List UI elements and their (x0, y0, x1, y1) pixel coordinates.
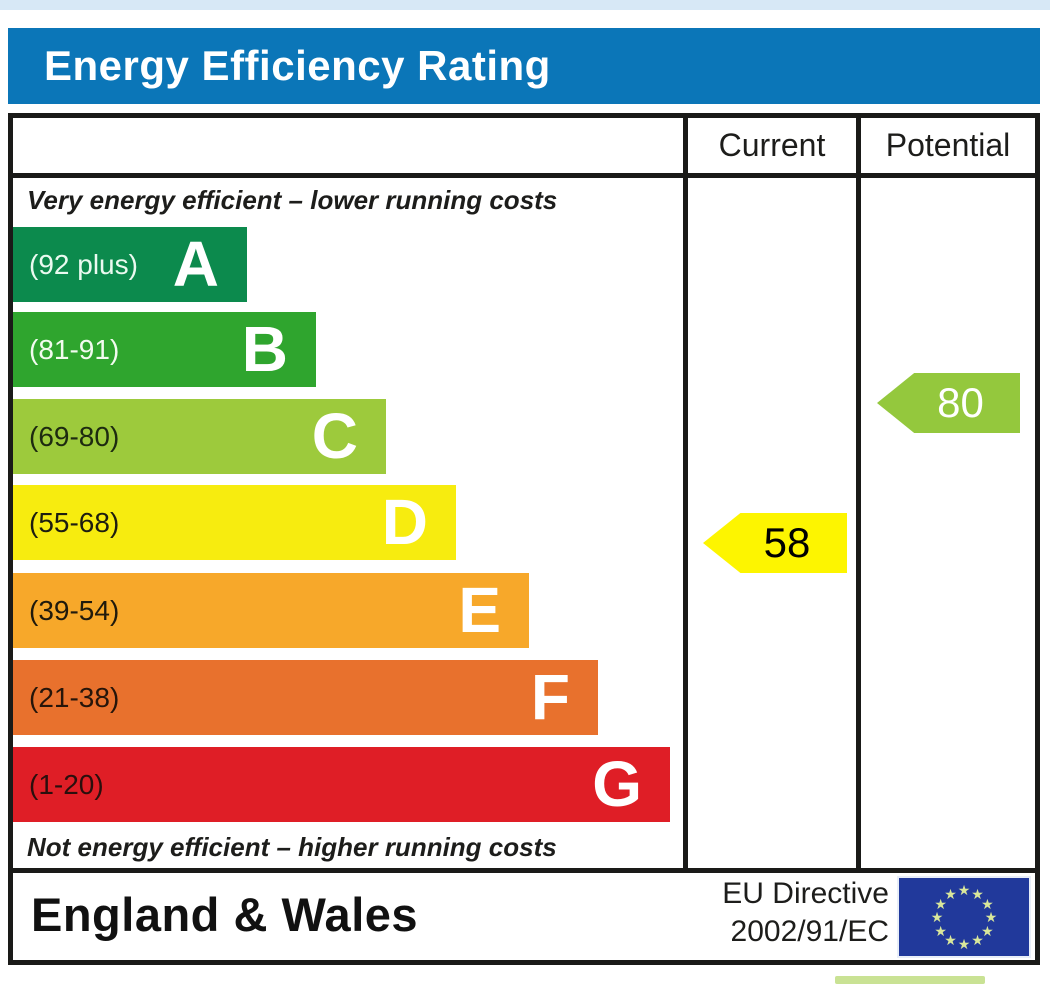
eu-flag-star-icon: ★ (957, 882, 971, 898)
band-letter: E (458, 574, 501, 646)
chart-title-bar: Energy Efficiency Rating (8, 28, 1040, 104)
eu-flag-star-icon: ★ (944, 885, 957, 902)
band-letter: A (172, 228, 219, 300)
column-header-current: Current (718, 127, 826, 163)
header-row-divider (13, 173, 1035, 178)
rating-band-g: (1-20) G (13, 747, 670, 822)
band-range-label: (55-68) (29, 506, 120, 538)
eu-flag-star-icon: ★ (971, 885, 984, 902)
band-letter: C (311, 400, 358, 472)
band-range-label: (92 plus) (29, 248, 138, 280)
rating-band-b: (81-91) B (13, 312, 316, 387)
band-letter: D (381, 486, 428, 558)
eu-flag-icon: ★ ★ ★ ★ ★ ★ ★ ★ ★ ★ ★ ★ (897, 876, 1031, 958)
band-range-label: (81-91) (29, 333, 120, 365)
rating-band-c: (69-80) C (13, 399, 386, 474)
rating-table: Current Potential Very energy efficient … (8, 113, 1040, 965)
rating-band-a: (92 plus) A (13, 227, 247, 302)
eu-directive-line1: EU Directive (722, 877, 889, 910)
page-title: Energy Efficiency Rating (44, 42, 551, 89)
eu-flag-star-icon: ★ (981, 922, 994, 939)
current-rating-value: 58 (763, 519, 811, 566)
column-header-potential: Potential (885, 127, 1011, 163)
current-rating-arrow: 58 (703, 513, 847, 573)
band-range-label: (39-54) (29, 594, 120, 626)
band-range-label: (1-20) (29, 768, 104, 800)
potential-rating-arrow: 80 (877, 373, 1020, 433)
eu-directive-line2: 2002/91/EC (730, 915, 889, 948)
rating-band-f: (21-38) F (13, 660, 598, 735)
eu-flag-star-icon: ★ (971, 932, 984, 949)
potential-column-divider (856, 118, 861, 873)
band-range-label: (21-38) (29, 681, 120, 713)
eu-flag-star-icon: ★ (984, 909, 998, 925)
band-letter: B (241, 313, 288, 385)
potential-rating-value: 80 (937, 379, 984, 426)
current-column-divider (683, 118, 688, 873)
eu-flag-star-icon: ★ (934, 895, 947, 912)
eu-directive-label: EU Directive 2002/91/EC (653, 875, 889, 951)
bottom-right-green-artifact (835, 976, 985, 984)
top-edge-strip (0, 0, 1050, 10)
band-range-label: (69-80) (29, 420, 120, 452)
bottom-caption: Not energy efficient – higher running co… (27, 832, 557, 862)
region-label: England & Wales (31, 887, 419, 941)
top-caption: Very energy efficient – lower running co… (27, 185, 558, 215)
eu-flag-star-icon: ★ (930, 909, 944, 925)
rating-band-e: (39-54) E (13, 573, 529, 648)
eu-flag-star-icon: ★ (981, 895, 994, 912)
eu-flag-star-icon: ★ (957, 936, 971, 952)
rating-band-d: (55-68) D (13, 485, 456, 560)
eu-flag-star-icon: ★ (944, 932, 957, 949)
footer-row-divider (13, 868, 1035, 873)
eu-flag-star-icon: ★ (934, 922, 947, 939)
band-letter: G (592, 748, 642, 820)
band-letter: F (530, 661, 570, 733)
